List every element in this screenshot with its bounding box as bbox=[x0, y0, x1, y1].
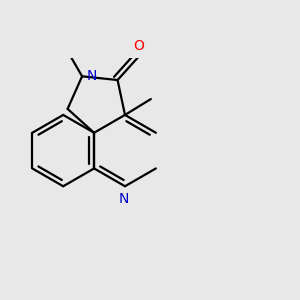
Text: N: N bbox=[118, 192, 129, 206]
Text: N: N bbox=[87, 69, 97, 83]
Text: O: O bbox=[134, 39, 145, 52]
